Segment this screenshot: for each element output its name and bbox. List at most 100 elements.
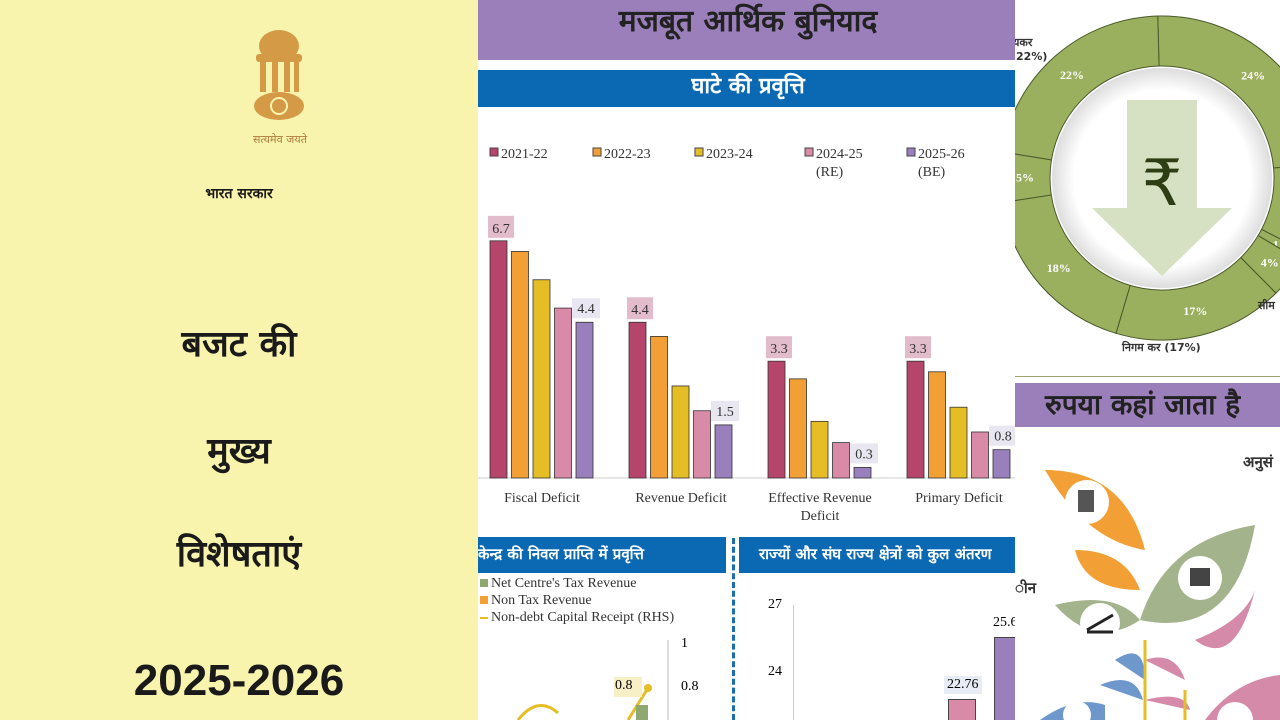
- legend-swatch: [592, 147, 602, 157]
- bar: [789, 378, 807, 479]
- legend-swatch: [489, 147, 499, 157]
- donut-segment: [1260, 166, 1280, 240]
- data-label-bg: [989, 425, 1017, 446]
- data-label-bg: [905, 336, 931, 359]
- donut-segment: [1015, 15, 1160, 161]
- bar: [650, 335, 668, 479]
- cover-title-line-1: बजट की: [181, 324, 297, 365]
- bar: [693, 410, 711, 479]
- section-title: घाटे की प्रवृत्ति: [478, 70, 1018, 107]
- transfer-bar: [948, 699, 976, 720]
- legend-label: 2021-22: [501, 147, 548, 162]
- deficit-bar-chart: 2021-22 2022-23 2023-24 2024-25 (RE) 2025-26 (…: [478, 147, 1018, 524]
- router-icon: [1217, 702, 1253, 720]
- data-label: 3.3: [909, 342, 927, 357]
- emblem-motto: सत्यमेव जयते: [252, 133, 307, 146]
- y-tick: 27: [768, 597, 782, 612]
- govt-label: भारत सरकार: [205, 186, 273, 202]
- legend-label: 2025-26: [918, 147, 965, 162]
- rupee-donut-chart: 24% 1% 4% 17% 18% 5% 22% ₹ यकर(22%) निगम कर (17%)…: [1015, 15, 1280, 354]
- bottom-left-legend: Net Centre's Tax Revenue Non Tax Revenue…: [480, 575, 674, 626]
- legend-label: (RE): [816, 165, 844, 180]
- bar: [832, 442, 850, 479]
- side-text: ीन: [1015, 579, 1037, 597]
- legend-label: 2024-25: [816, 147, 863, 162]
- tax-revenue-bar: [636, 705, 648, 720]
- data-label: 1.5: [716, 405, 734, 420]
- bar: [714, 424, 733, 479]
- bar: [511, 251, 529, 479]
- national-emblem-icon: [254, 30, 304, 120]
- data-label: 4.4: [631, 303, 649, 318]
- rhs-tick: 0.8: [681, 679, 699, 694]
- donut-segment: [1015, 194, 1131, 334]
- bar: [575, 321, 594, 479]
- cover-title-line-3: विशेषताएं: [176, 534, 302, 575]
- segment-label: 22%: [1060, 68, 1084, 82]
- outer-label: सीम: [1257, 298, 1275, 312]
- outer-label: निगम कर (17%): [1121, 340, 1201, 354]
- receipt-line: [626, 687, 650, 720]
- legend-item: Non Tax Revenue: [480, 592, 674, 609]
- bottom-right-title: राज्यों और संघ राज्य क्षेत्रों को कुल अं…: [739, 537, 1018, 573]
- growth-plant-illustration: [1040, 470, 1280, 720]
- rhs-tick: 1: [681, 636, 688, 651]
- bar: [810, 420, 829, 479]
- receipt-line: [516, 704, 560, 720]
- receipts-line-chart: [516, 640, 669, 720]
- segment-label: 18%: [1047, 261, 1071, 275]
- legend-swatch: [804, 147, 814, 157]
- y-axis: [793, 605, 794, 720]
- segment-label: 5%: [1016, 170, 1034, 184]
- legend-swatch: [906, 147, 916, 157]
- line-data-label: 0.8: [615, 678, 633, 693]
- budget-cover: सत्यमेव जयते भारत सरकार बजट की मुख्य विश…: [0, 0, 478, 720]
- donut-segment: [1157, 15, 1280, 169]
- revenue-panel: 24% 1% 4% 17% 18% 5% 22% ₹ यकर(22%) निगम कर (17%)…: [1015, 0, 1280, 720]
- data-label: 0.3: [855, 447, 873, 462]
- outer-label: (22%): [1015, 50, 1047, 63]
- data-label: 0.8: [994, 430, 1012, 445]
- category-label: Deficit: [801, 509, 840, 524]
- data-label-bg: [627, 297, 653, 320]
- deficit-panel: मजबूत आर्थिक बुनियाद घाटे की प्रवृत्ति 2…: [478, 0, 1018, 720]
- bar: [671, 385, 690, 479]
- bar: [971, 431, 989, 479]
- data-label: 6.7: [492, 222, 510, 237]
- bar: [853, 466, 872, 479]
- legend-label: 2023-24: [706, 147, 753, 162]
- bar: [949, 406, 968, 479]
- divider: [732, 538, 735, 720]
- bar: [928, 371, 946, 479]
- section-heading: अनुसं: [1243, 453, 1273, 471]
- legend-label: 2022-23: [604, 147, 651, 162]
- cover-title-line-2: मुख्य: [207, 431, 271, 472]
- category-label: Revenue Deficit: [635, 491, 726, 506]
- legend-label: (BE): [918, 165, 946, 180]
- y-tick: 24: [768, 664, 782, 679]
- legend-item: Non-debt Capital Receipt (RHS): [480, 609, 674, 626]
- cover-year: 2025-2026: [133, 656, 345, 705]
- segment-label: 4%: [1261, 256, 1279, 270]
- rupee-icon: ₹: [1142, 147, 1183, 221]
- category-label: Primary Deficit: [915, 491, 1003, 506]
- down-arrow-icon: [1092, 100, 1232, 276]
- data-label: 3.3: [770, 342, 788, 357]
- outer-label: यकर: [1015, 36, 1033, 49]
- segment-label: 1%: [1273, 238, 1280, 252]
- bar: [554, 307, 572, 479]
- category-label: Fiscal Deficit: [504, 491, 580, 506]
- bar: [532, 279, 551, 479]
- segment-label: 24%: [1241, 69, 1265, 83]
- label-bg: [614, 677, 642, 697]
- transfer-bar: [994, 637, 1018, 720]
- data-label: 4.4: [577, 302, 595, 317]
- data-label-bg: [850, 443, 878, 464]
- data-label-bg: [572, 298, 600, 319]
- data-point: [644, 684, 652, 692]
- bottom-left-title: केन्द्र की निवल प्राप्ति में प्रवृत्ति: [478, 537, 726, 573]
- divider: [1015, 376, 1280, 377]
- segment-label: 17%: [1183, 304, 1207, 318]
- data-label-bg: [766, 336, 792, 359]
- legend-item: Net Centre's Tax Revenue: [480, 575, 674, 592]
